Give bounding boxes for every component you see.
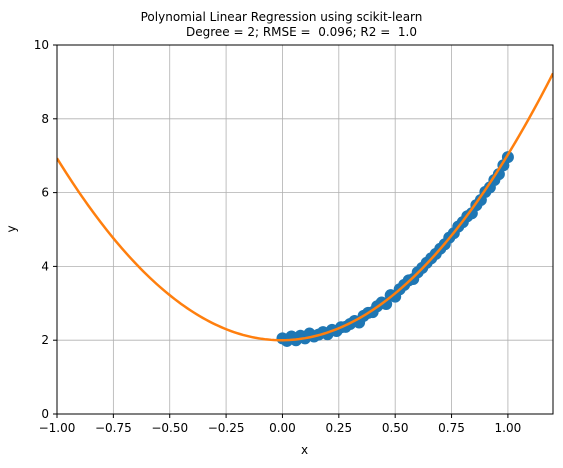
y-tick-label: 8 (41, 112, 49, 126)
data-point (492, 168, 505, 181)
y-tick-label: 10 (34, 38, 49, 52)
y-tick-label: 2 (41, 333, 49, 347)
x-tick-label: 0.25 (325, 421, 352, 435)
chart-title: Polynomial Linear Regression using sciki… (140, 10, 423, 24)
y-tick-label: 6 (41, 186, 49, 200)
x-tick-label: −1.00 (39, 421, 76, 435)
x-tick-label: −0.25 (208, 421, 245, 435)
y-tick-label: 0 (41, 407, 49, 421)
x-tick-label: −0.75 (95, 421, 132, 435)
x-axis-label: x (301, 443, 309, 457)
axes-frame (56, 44, 554, 415)
data-point (380, 298, 393, 311)
x-tick-label: −0.50 (151, 421, 188, 435)
fit-line-layer (57, 72, 553, 342)
grid-lines (56, 44, 553, 415)
fit-curve (57, 72, 553, 342)
x-tick-label: 0.50 (382, 421, 409, 435)
x-tick-label: 0.00 (269, 421, 296, 435)
y-axis-label: y (4, 225, 19, 233)
y-tick-label: 4 (41, 259, 49, 273)
axis-ticks: −1.00 −0.75 −0.50 −0.25 0.00 0.25 0.50 0.75 1.00… (34, 38, 522, 435)
x-tick-label: 0.75 (438, 421, 465, 435)
chart-subtitle: Degree = 2; RMSE = 0.096; R2 = 1.0 (185, 25, 417, 39)
x-tick-label: 1.00 (495, 421, 522, 435)
plot-frame (56, 44, 554, 415)
